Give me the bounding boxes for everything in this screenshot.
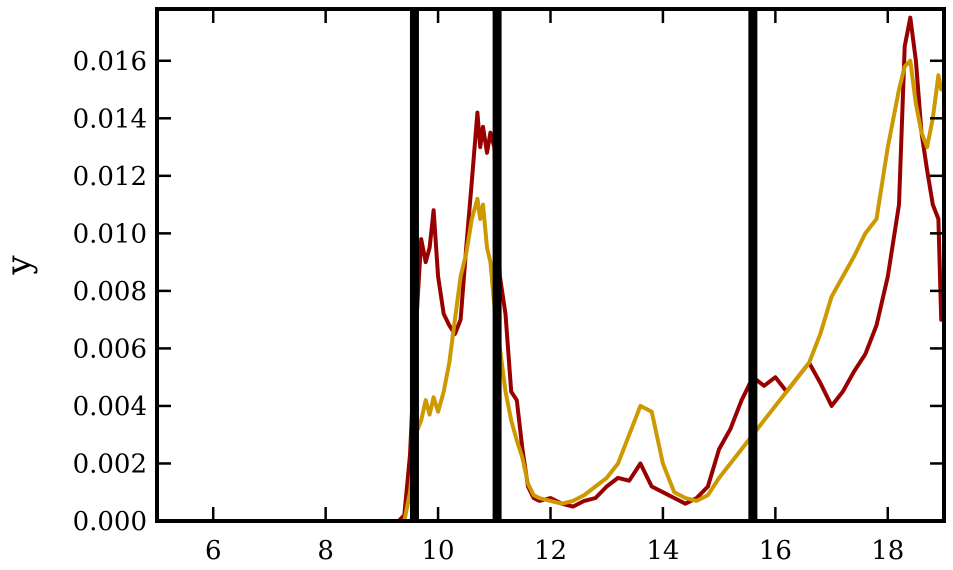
y-tick-label: 0.006	[73, 334, 147, 364]
y-tick-label: 0.008	[73, 277, 147, 307]
vertical-lines-layer	[409, 9, 758, 521]
x-tick-label: 12	[534, 536, 567, 566]
y-tick-label: 0.000	[73, 507, 147, 537]
series-line-1	[396, 15, 944, 521]
x-tick-label: 16	[759, 536, 792, 566]
series-line-2	[396, 58, 944, 521]
x-tick-label: 6	[205, 536, 222, 566]
ticks-layer	[157, 9, 944, 523]
x-tick-label: 14	[646, 536, 679, 566]
y-axis-label: y	[0, 255, 39, 276]
x-tick-label: 10	[422, 536, 455, 566]
y-tick-label: 0.014	[73, 104, 147, 134]
x-tick-label: 18	[871, 536, 904, 566]
y-tick-label: 0.016	[73, 47, 147, 77]
y-tick-label: 0.012	[73, 162, 147, 192]
y-tick-label: 0.004	[73, 392, 147, 422]
tick-labels-layer: 6 8 10 12 14 16 18 0.000 0.002 0.004 0.006 0.008 0.0…	[73, 47, 905, 566]
y-tick-label: 0.002	[73, 449, 147, 479]
x-tick-label: 8	[317, 536, 334, 566]
plot-frame	[155, 7, 946, 523]
y-tick-label: 0.010	[73, 219, 147, 249]
series-layer	[396, 15, 944, 521]
